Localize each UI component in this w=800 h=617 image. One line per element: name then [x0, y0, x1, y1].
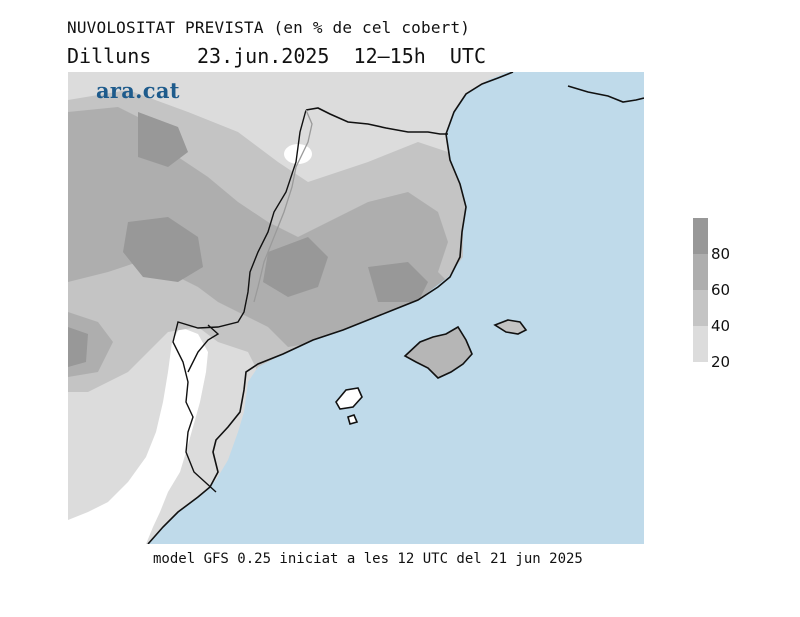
cloud-cover-map: [68, 72, 644, 544]
legend-swatch-20: [693, 326, 708, 362]
brand-logo: ara.cat: [96, 78, 180, 103]
coastline: [147, 72, 514, 544]
legend-swatch-60: [693, 254, 708, 290]
legend-label-60: 60: [711, 281, 731, 299]
map-title: NUVOLOSITAT PREVISTA (en % de cel cobert…: [67, 18, 471, 37]
legend-label-20: 20: [711, 353, 731, 371]
border: [253, 109, 313, 303]
sea: [148, 72, 644, 544]
forecast-date: Dilluns 23.jun.2025 12–15h UTC: [67, 44, 486, 68]
legend-label-80: 80: [711, 245, 731, 263]
border: [172, 109, 307, 493]
border: [305, 107, 448, 135]
island-mallorca: [403, 325, 473, 379]
forecast-day: Dilluns: [67, 44, 152, 68]
legend-swatch-80: [693, 218, 708, 254]
border: [187, 324, 220, 373]
island-formentera: [347, 414, 359, 425]
clear-area: [68, 327, 208, 544]
model-info: model GFS 0.25 iniciat a les 12 UTC del …: [153, 551, 583, 567]
forecast-datetime: 23.jun.2025 12–15h UTC: [197, 44, 486, 68]
coastline: [567, 85, 644, 103]
island-eivissa: [335, 387, 363, 410]
legend-label-40: 40: [711, 317, 731, 335]
island-menorca: [493, 319, 528, 335]
legend-swatch-40: [693, 290, 708, 326]
